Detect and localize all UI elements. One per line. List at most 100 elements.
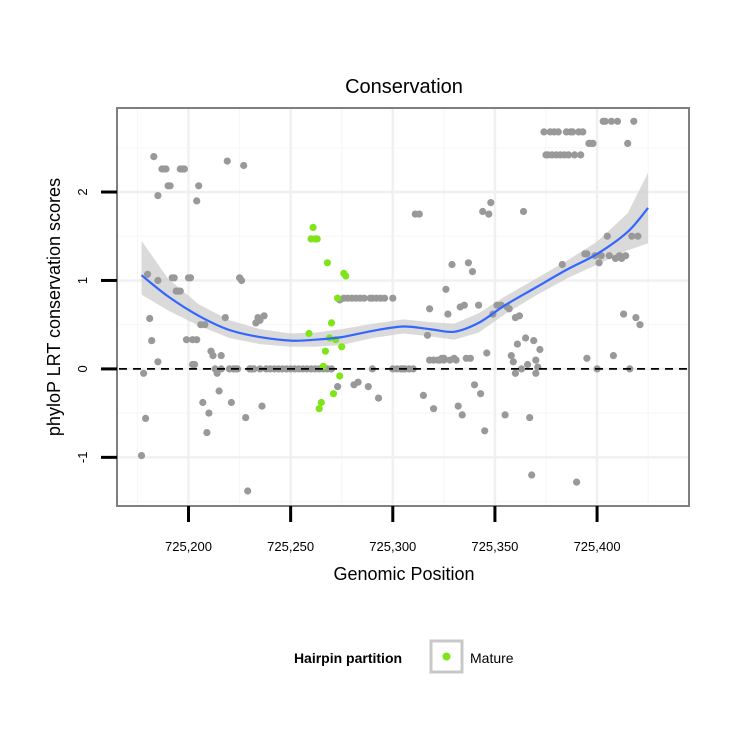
data-point: [244, 487, 252, 495]
data-point: [142, 414, 150, 422]
data-point: [526, 414, 534, 422]
data-point: [605, 252, 613, 260]
data-point: [532, 356, 540, 364]
data-point-mature: [334, 294, 342, 302]
data-point: [242, 414, 250, 422]
data-point: [189, 360, 197, 369]
data-point-mature: [305, 329, 313, 338]
data-point: [227, 398, 235, 407]
data-point: [483, 349, 491, 357]
data-point-mature: [317, 398, 325, 407]
confidence-ribbon: [141, 172, 649, 347]
data-point: [199, 398, 207, 407]
data-point: [564, 151, 573, 159]
y-axis-label: phyloP LRT conservation scores: [44, 178, 64, 436]
data-point-mature: [315, 405, 323, 413]
data-point: [569, 128, 577, 136]
data-point: [468, 268, 477, 276]
data-point: [509, 358, 517, 366]
data-point: [466, 354, 474, 362]
data-point: [423, 331, 432, 339]
data-point: [215, 387, 223, 395]
data-point: [519, 207, 528, 216]
data-point: [583, 354, 591, 362]
data-point: [193, 336, 201, 344]
data-point: [601, 117, 609, 125]
points-mature-series: [305, 223, 350, 413]
y-tick-label: 2: [75, 188, 90, 195]
data-point: [195, 182, 203, 190]
data-point-mature: [336, 372, 344, 380]
data-point: [583, 250, 591, 258]
data-point: [636, 321, 644, 329]
data-point: [442, 285, 450, 293]
data-point: [140, 369, 148, 377]
data-point: [170, 274, 178, 282]
x-axis: 725,200 725,250 725,300 725,350 725,400: [165, 506, 621, 554]
data-point: [479, 207, 487, 216]
data-point-mature: [342, 272, 350, 280]
data-point-mature: [313, 235, 321, 243]
data-point: [260, 312, 268, 320]
data-point: [609, 352, 618, 360]
data-point: [354, 378, 362, 386]
legend-label-mature: Mature: [470, 650, 514, 666]
data-point: [154, 276, 162, 285]
data-point: [460, 301, 468, 309]
data-point: [607, 117, 616, 125]
data-point: [334, 383, 342, 391]
x-tick-label: 725,250: [267, 539, 314, 554]
data-point: [511, 314, 519, 322]
data-point: [389, 294, 397, 302]
x-tick-label: 725,400: [574, 539, 621, 554]
data-point: [360, 294, 368, 302]
smooth-trend-line: [140, 207, 649, 342]
data-point: [464, 259, 472, 267]
data-point: [517, 365, 526, 373]
data-point: [528, 471, 536, 479]
data-point: [481, 427, 489, 435]
data-point: [426, 305, 434, 313]
data-point: [595, 259, 603, 267]
plot-panel: [116, 107, 690, 507]
data-point: [238, 276, 246, 285]
data-point: [603, 232, 611, 240]
data-point: [201, 321, 209, 329]
data-point: [507, 352, 515, 360]
data-point: [154, 358, 162, 366]
data-point: [205, 409, 213, 417]
data-point: [180, 165, 188, 173]
data-point: [485, 210, 493, 218]
minor-gridlines: [117, 108, 689, 506]
data-point: [630, 117, 638, 125]
data-point-mature: [309, 223, 317, 231]
data-point-mature: [327, 319, 336, 327]
data-point: [240, 161, 248, 170]
data-point: [573, 478, 581, 486]
data-point: [144, 270, 152, 278]
data-point: [622, 252, 630, 260]
y-tick-label: 0: [75, 365, 90, 372]
data-point: [571, 151, 579, 159]
data-point: [532, 369, 540, 377]
data-point: [558, 260, 566, 269]
data-point: [536, 345, 544, 354]
data-point: [221, 314, 229, 322]
data-point: [209, 352, 217, 360]
data-point: [150, 153, 158, 161]
data-point: [613, 117, 622, 125]
x-tick-label: 725,350: [471, 539, 518, 554]
data-point: [522, 334, 530, 342]
data-point: [426, 356, 434, 364]
y-tick-label: -1: [75, 452, 90, 464]
data-point: [203, 429, 211, 437]
data-point: [554, 128, 562, 136]
data-point: [511, 369, 519, 377]
data-point: [458, 411, 466, 419]
data-point: [454, 402, 462, 410]
data-point: [530, 337, 538, 345]
data-point-mature: [323, 259, 331, 267]
chart-title: Conservation: [345, 76, 463, 98]
data-point: [166, 182, 174, 190]
data-point: [258, 402, 266, 410]
